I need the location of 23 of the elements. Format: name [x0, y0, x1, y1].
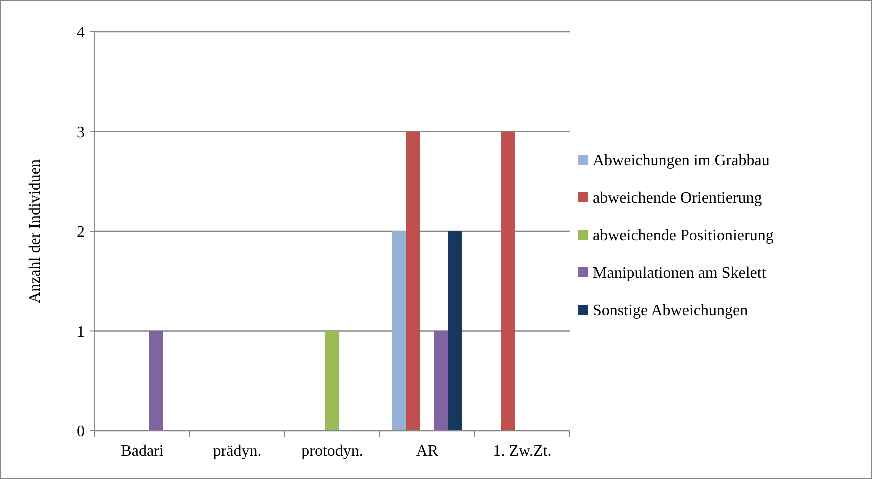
bar: [326, 331, 340, 431]
bar: [434, 331, 448, 431]
legend-label: Abweichungen im Grabbau: [593, 152, 770, 170]
y-axis-title: Anzahl der Individuen: [27, 160, 44, 304]
x-tick-label: protodyn.: [302, 443, 364, 460]
x-tick-label: AR: [416, 443, 439, 460]
y-tick-label: 2: [77, 224, 85, 242]
y-tick-label: 1: [77, 324, 85, 341]
legend-label: Manipulationen am Skelett: [593, 265, 767, 282]
x-tick-label: 1. Zw.Zt.: [493, 443, 552, 460]
y-tick-label: 0: [77, 424, 85, 441]
legend-label: abweichende Orientierung: [593, 190, 762, 208]
x-tick-label: Badari: [121, 443, 164, 460]
bar: [150, 331, 164, 431]
bar: [502, 132, 516, 431]
bar: [406, 132, 420, 431]
x-tick-label: prädyn.: [213, 443, 262, 460]
legend-label: abweichende Positionierung: [593, 228, 774, 245]
bar: [392, 232, 406, 431]
y-tick-label: 3: [77, 124, 85, 142]
y-tick-label: 4: [77, 24, 85, 42]
bar: [448, 232, 462, 431]
legend-label: Sonstige Abweichungen: [593, 302, 748, 320]
